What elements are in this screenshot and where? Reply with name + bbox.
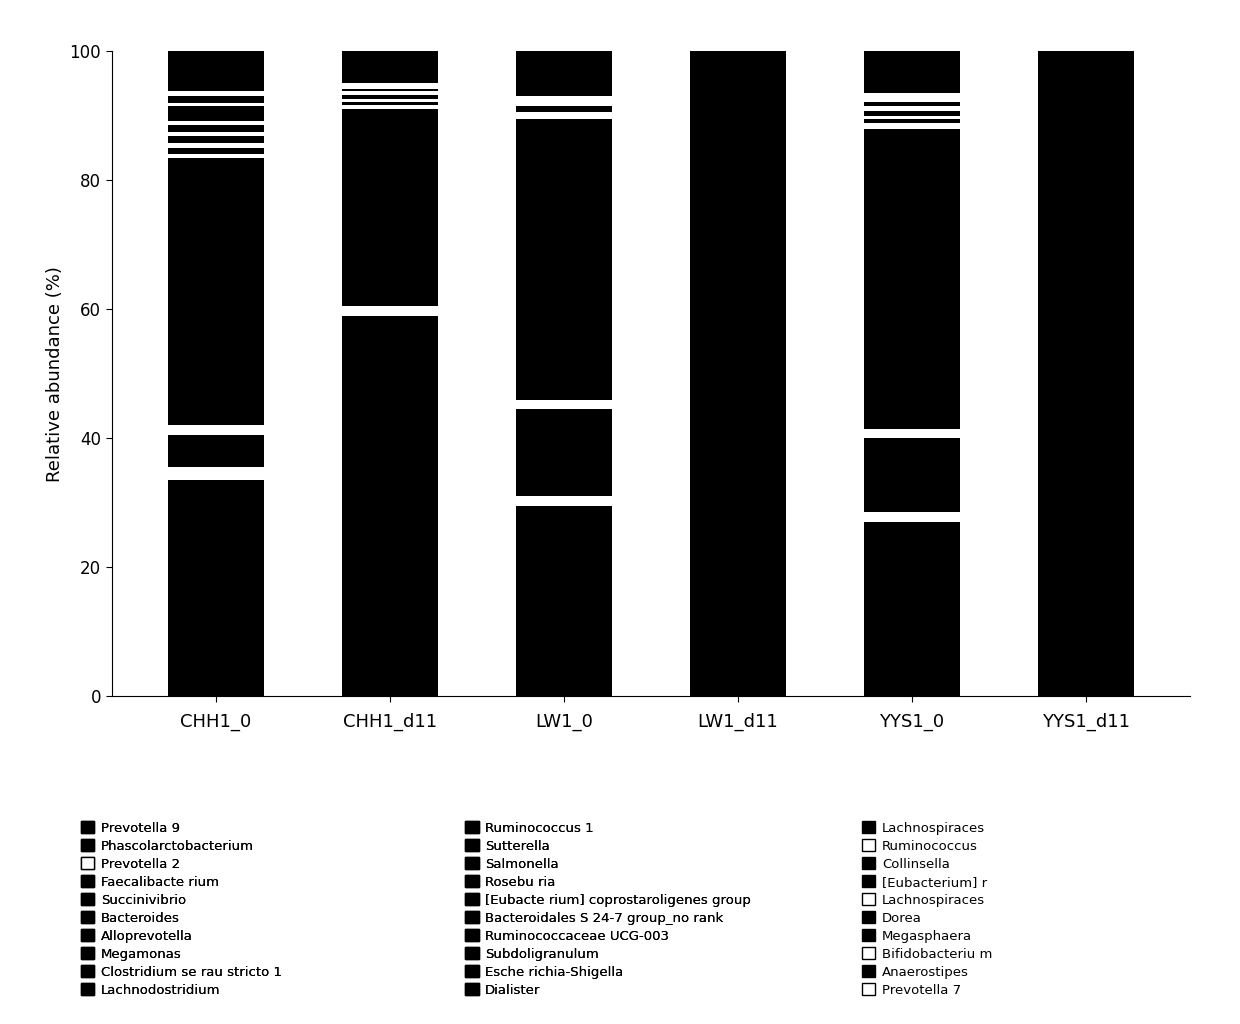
Bar — [169, 51, 264, 91]
Bar — [169, 106, 264, 121]
Bar — [864, 438, 960, 512]
Bar — [169, 480, 264, 696]
Bar — [342, 101, 438, 105]
Bar — [169, 158, 264, 425]
Bar — [864, 111, 960, 116]
Bar — [169, 96, 264, 102]
Bar — [864, 51, 960, 93]
Bar — [516, 506, 611, 696]
Bar — [691, 51, 786, 696]
Bar — [516, 119, 611, 399]
Bar — [516, 106, 611, 113]
Bar — [342, 51, 438, 84]
Bar — [864, 119, 960, 124]
Bar — [169, 148, 264, 155]
Bar — [516, 410, 611, 497]
Bar — [342, 315, 438, 696]
Y-axis label: Relative abundance (%): Relative abundance (%) — [46, 266, 64, 481]
Bar — [342, 95, 438, 99]
Bar — [516, 51, 611, 96]
Bar — [1038, 51, 1133, 696]
Bar — [864, 101, 960, 106]
Bar — [169, 136, 264, 142]
Legend: Ruminococcus 1, Sutterella, Salmonella, Rosebu ria, [Eubacte rium] coprostarolig: Ruminococcus 1, Sutterella, Salmonella, … — [465, 821, 751, 997]
Bar — [864, 129, 960, 429]
Bar — [342, 110, 438, 306]
Bar — [342, 89, 438, 91]
Bar — [169, 435, 264, 467]
Legend: Lachnospiraces, Ruminococcus, Collinsella, [Eubacterium] r, Lachnospiraces, Dore: Lachnospiraces, Ruminococcus, Collinsell… — [862, 821, 992, 997]
Legend: Prevotella 9, Phascolarctobacterium, Prevotella 2, Faecalibacte rium, Succinivib: Prevotella 9, Phascolarctobacterium, Pre… — [81, 821, 281, 997]
Bar — [864, 522, 960, 696]
Bar — [169, 125, 264, 132]
